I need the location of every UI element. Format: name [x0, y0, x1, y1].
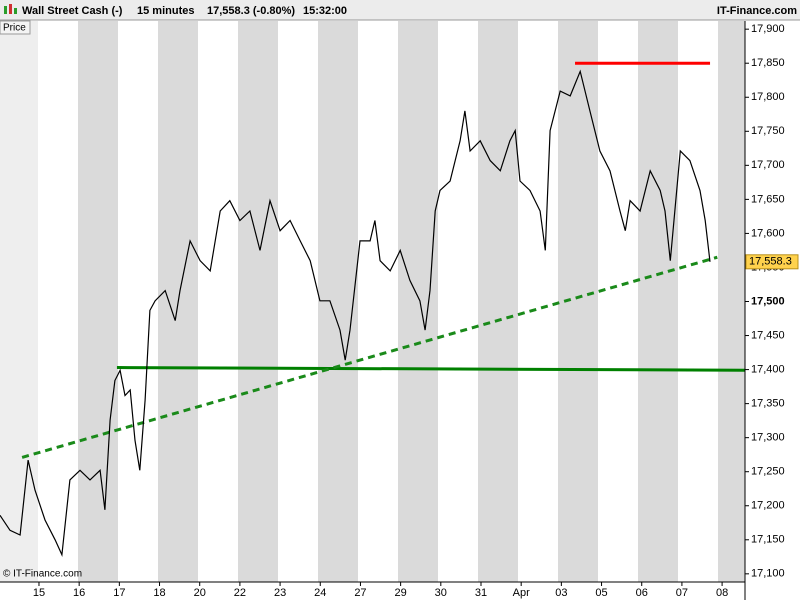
- x-tick-label: 20: [194, 587, 206, 599]
- y-axis-area: [745, 21, 800, 600]
- panel-box: [0, 20, 31, 35]
- x-tick-label: 07: [676, 587, 688, 599]
- session-band: [0, 21, 38, 582]
- y-tick-label: 17,850: [751, 57, 785, 69]
- y-tick-label: 17,750: [751, 125, 785, 137]
- y-tick-label: 17,600: [751, 227, 785, 239]
- y-tick-label: 17,650: [751, 193, 785, 205]
- session-band: [478, 21, 518, 582]
- x-tick-label: 29: [395, 587, 407, 599]
- copyright: © IT-Finance.com: [3, 569, 82, 580]
- chart-title: Wall Street Cash (-): [22, 5, 123, 17]
- x-tick-label: 18: [153, 587, 165, 599]
- session-band: [318, 21, 358, 582]
- panel-label: Price: [3, 23, 26, 34]
- price-tag: 17,558.3: [749, 256, 792, 268]
- y-tick-label: 17,450: [751, 329, 785, 341]
- y-tick-label: 17,100: [751, 568, 785, 580]
- x-tick-label: 16: [73, 587, 85, 599]
- y-tick-label: 17,150: [751, 534, 785, 546]
- x-tick-label: 31: [475, 587, 487, 599]
- plot: [0, 61, 746, 558]
- brand: IT-Finance.com: [717, 5, 797, 17]
- x-tick-label: 23: [274, 587, 286, 599]
- x-tick-label: 06: [636, 587, 648, 599]
- trend-line: [21, 255, 718, 459]
- header-icon: [4, 4, 17, 14]
- x-tick-label: 03: [555, 587, 567, 599]
- x-axis-area: [0, 582, 745, 600]
- y-tick-label: 17,300: [751, 432, 785, 444]
- last-quote: 17,558.3 (-0.80%): [207, 5, 295, 17]
- x-tick-label: 30: [435, 587, 447, 599]
- y-tick-label: 17,200: [751, 500, 785, 512]
- header-bar: [0, 0, 800, 20]
- price-line: [0, 69, 711, 558]
- x-tick-label: 15: [33, 587, 45, 599]
- price-tag-box: [745, 254, 799, 270]
- y-tick-label: 17,250: [751, 466, 785, 478]
- y-tick-label: 17,350: [751, 398, 785, 410]
- x-tick-label: 08: [716, 587, 728, 599]
- x-tick-label: 24: [314, 587, 326, 599]
- session-band: [718, 21, 745, 582]
- session-bands: [0, 21, 745, 582]
- x-tick-label: Apr: [513, 587, 530, 599]
- y-tick-label: 17,800: [751, 91, 785, 103]
- x-tick-label: 27: [354, 587, 366, 599]
- session-band: [558, 21, 598, 582]
- time: 15:32:00: [303, 5, 347, 17]
- session-band: [238, 21, 278, 582]
- y-tick-label: 17,500: [751, 295, 785, 307]
- session-band: [398, 21, 438, 582]
- interval: 15 minutes: [137, 5, 194, 17]
- x-tick-label: 17: [113, 587, 125, 599]
- y-tick-label: 17,400: [751, 363, 785, 375]
- y-tick-label: 17,900: [751, 23, 785, 35]
- session-band: [638, 21, 678, 582]
- x-tick-label: 22: [234, 587, 246, 599]
- trend-line: [116, 366, 746, 372]
- session-band: [78, 21, 118, 582]
- x-tick-label: 05: [595, 587, 607, 599]
- y-tick-label: 17,700: [751, 159, 785, 171]
